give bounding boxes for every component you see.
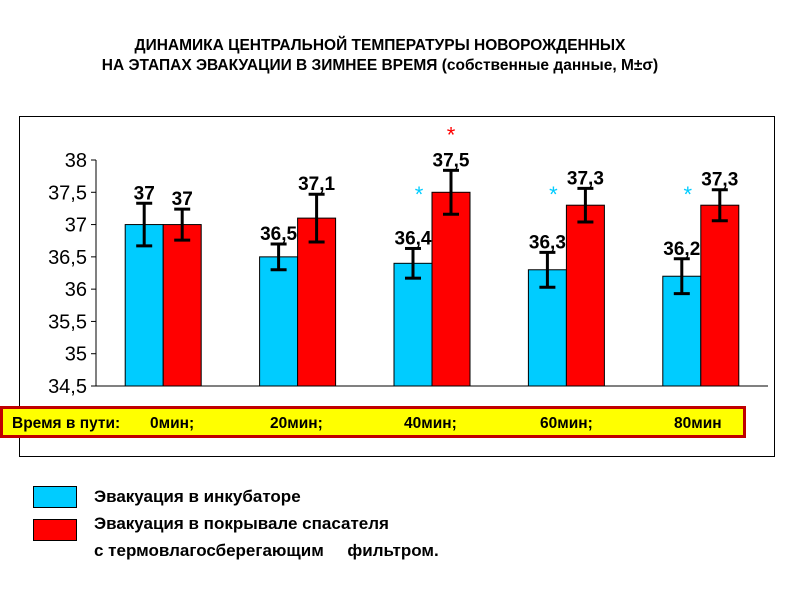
significance-asterisk: * [684, 182, 693, 207]
y-tick-label: 36,5 [48, 247, 87, 269]
data-label: 36,4 [395, 228, 432, 249]
travel-time-20: 20мин; [270, 415, 323, 432]
y-tick-label: 37 [65, 215, 87, 237]
data-label: 37,1 [298, 174, 335, 195]
data-label: 37,3 [567, 168, 604, 189]
travel-time-40: 40мин; [404, 415, 457, 432]
data-label: 37,3 [701, 170, 738, 191]
y-tick-label: 37,5 [48, 182, 87, 204]
chart-title: ДИНАМИКА ЦЕНТРАЛЬНОЙ ТЕМПЕРАТУРЫ НОВОРОЖ… [0, 36, 760, 76]
travel-time-prefix: Время в пути: [12, 415, 121, 432]
travel-time-banner: Время в пути: 0мин; 20мин; 40мин; 60мин;… [0, 406, 746, 438]
bar-incubator [124, 224, 164, 387]
y-tick-label: 38 [65, 150, 87, 172]
bar-blanket [162, 224, 202, 387]
y-tick-label: 35,5 [48, 311, 87, 333]
y-tick-label: 34,5 [48, 376, 87, 398]
data-label: 37,5 [433, 150, 470, 171]
bar-blanket [297, 217, 337, 387]
legend-swatch-incubator [33, 486, 77, 508]
data-label: 36,2 [663, 239, 700, 260]
significance-asterisk: * [549, 182, 558, 207]
significance-asterisk: * [415, 182, 424, 207]
data-label: 36,3 [529, 232, 566, 253]
data-label: 37 [172, 189, 193, 210]
bar-incubator [393, 262, 433, 387]
legend-label-blanket-line-1: Эвакуация в покрывале спасателя [94, 514, 389, 533]
chart-title-line-2: НА ЭТАПАХ ЭВАКУАЦИИ В ЗИМНЕЕ ВРЕМЯ (собс… [101, 57, 659, 74]
y-tick-label: 35 [65, 344, 87, 366]
travel-time-60: 60мин; [540, 415, 593, 432]
significance-asterisk: * [447, 122, 456, 147]
bar-incubator [259, 256, 299, 387]
data-label: 36,5 [260, 224, 297, 245]
bar-blanket [565, 204, 605, 387]
travel-time-80: 80мин [674, 415, 722, 432]
legend-label-blanket-line-2: с термовлагосберегающим фильтром. [94, 541, 439, 560]
y-tick-label: 36 [65, 279, 87, 301]
data-label: 37 [134, 183, 155, 204]
travel-time-0: 0мин; [150, 415, 195, 432]
bar-blanket [700, 204, 740, 387]
legend-swatch-blanket [33, 519, 77, 541]
legend-label-incubator: Эвакуация в инкубаторе [94, 487, 301, 506]
bar-blanket [431, 191, 471, 387]
chart-frame [19, 116, 775, 457]
chart-title-line-1: ДИНАМИКА ЦЕНТРАЛЬНОЙ ТЕМПЕРАТУРЫ НОВОРОЖ… [134, 37, 626, 54]
